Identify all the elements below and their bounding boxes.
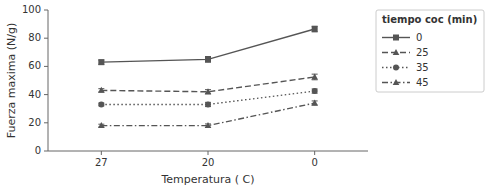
x-tick (208, 151, 209, 155)
y-tick-label: 20 (28, 117, 41, 128)
axes: 0 20 40 60 80 100 27 20 0 (22, 4, 368, 168)
legend-box (376, 10, 484, 92)
legend-marker (393, 35, 399, 41)
legend-marker (393, 65, 399, 71)
error-bar (312, 26, 318, 32)
y-axis-label: Fuerza maxima (N/g) (5, 23, 18, 138)
series (98, 99, 318, 128)
x-axis (48, 151, 368, 152)
x-tick-label: 27 (95, 157, 108, 168)
point (98, 87, 105, 93)
point (311, 73, 318, 79)
error-bar (205, 57, 211, 63)
x-axis-label: Temperatura ( C) (160, 173, 254, 186)
legend: tiempo coc (min) 0 25 35 45 (376, 10, 484, 92)
series-line (101, 29, 314, 62)
error-bar (312, 89, 318, 93)
point (98, 59, 104, 65)
x-tick (101, 151, 102, 155)
point (311, 99, 318, 105)
y-tick (44, 122, 48, 123)
chart: 0 20 40 60 80 100 27 20 0 Temperatura ( C) Fuerza … (0, 0, 488, 191)
error-cap (312, 79, 318, 80)
point (205, 56, 211, 62)
point (205, 122, 212, 128)
y-tick-label: 100 (22, 4, 41, 15)
error-bar (205, 102, 211, 106)
point (98, 101, 104, 107)
point (205, 88, 212, 94)
point (98, 122, 105, 128)
point (205, 101, 211, 107)
error-bar (98, 60, 104, 64)
y-axis (48, 10, 49, 151)
series (98, 88, 317, 107)
y-tick (44, 66, 48, 67)
y-tick (44, 94, 48, 95)
error-bar (312, 74, 318, 80)
y-tick-label: 80 (28, 32, 41, 43)
x-tick-label: 0 (311, 157, 317, 168)
y-tick-label: 60 (28, 60, 41, 71)
y-tick (44, 151, 48, 152)
series (98, 26, 317, 65)
plot-marks (98, 26, 318, 128)
legend-label: 45 (416, 77, 429, 88)
x-tick (314, 151, 315, 155)
y-tick (44, 10, 48, 11)
x-tick-label: 20 (202, 157, 215, 168)
y-tick (44, 38, 48, 39)
legend-title: tiempo coc (min) (382, 14, 477, 25)
point (312, 88, 318, 94)
legend-marker (393, 79, 400, 85)
series (98, 73, 318, 94)
legend-label: 35 (416, 62, 429, 73)
y-tick-label: 0 (35, 145, 41, 156)
legend-marker (393, 49, 400, 55)
y-tick-label: 40 (28, 89, 41, 100)
point (312, 26, 318, 32)
legend-label: 0 (416, 32, 422, 43)
legend-label: 25 (416, 47, 429, 58)
